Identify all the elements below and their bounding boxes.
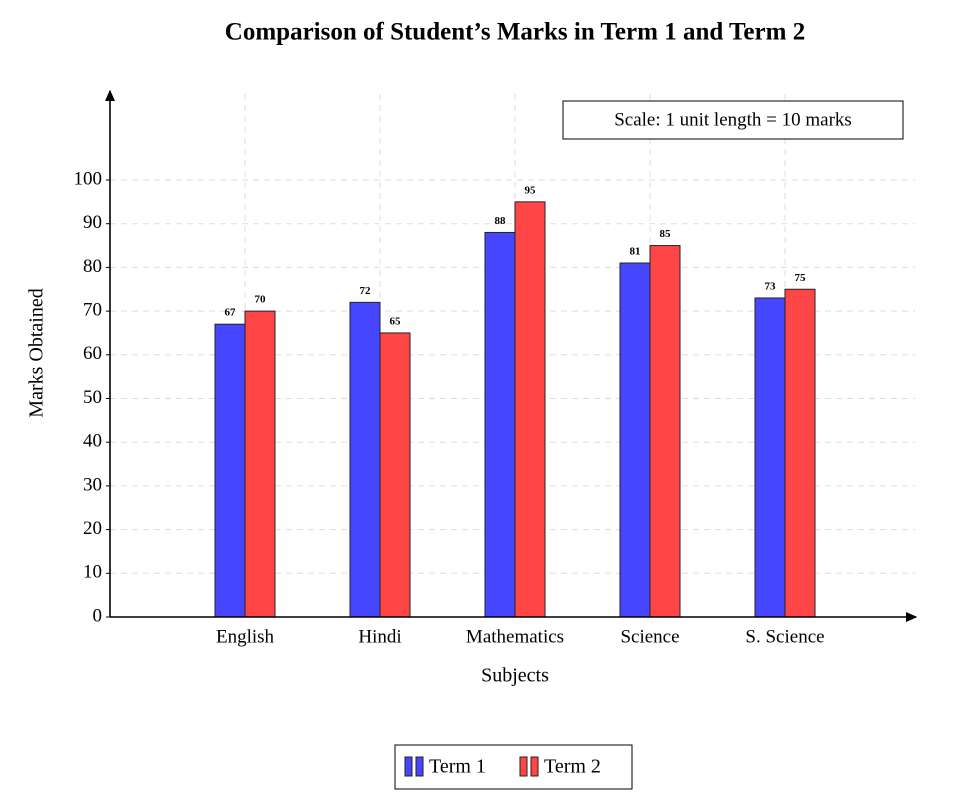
x-tick-label: English bbox=[216, 626, 275, 647]
y-tick-label: 40 bbox=[83, 431, 102, 452]
y-tick-label: 10 bbox=[83, 562, 102, 583]
data-label: 95 bbox=[525, 184, 537, 196]
data-label: 85 bbox=[660, 228, 672, 240]
bar bbox=[754, 297, 786, 618]
legend-box bbox=[394, 744, 633, 790]
bar bbox=[649, 245, 681, 618]
bar bbox=[244, 310, 276, 618]
y-tick-label: 100 bbox=[74, 168, 103, 189]
y-tick-label: 70 bbox=[83, 299, 102, 320]
legend-swatch bbox=[404, 756, 413, 777]
data-label: 73 bbox=[765, 281, 777, 293]
bar bbox=[349, 301, 381, 618]
legend-label: Term 2 bbox=[544, 756, 601, 778]
x-tick-label: Science bbox=[620, 626, 679, 647]
y-tick-label: 60 bbox=[83, 343, 102, 364]
bar bbox=[784, 288, 816, 618]
y-tick-label: 0 bbox=[93, 605, 103, 626]
y-tick-label: 30 bbox=[83, 474, 102, 495]
data-label: 70 bbox=[255, 294, 267, 306]
data-label: 88 bbox=[495, 215, 507, 227]
annotation: Scale: 1 unit length = 10 marks bbox=[614, 109, 852, 130]
x-tick-label: Hindi bbox=[358, 626, 401, 647]
data-label: 72 bbox=[360, 285, 372, 297]
data-label: 65 bbox=[390, 315, 402, 327]
data-label: 75 bbox=[795, 272, 807, 284]
bar bbox=[379, 332, 411, 618]
bars bbox=[214, 201, 816, 618]
y-tick-label: 90 bbox=[83, 212, 102, 233]
legend: Term 1 Term 2 bbox=[394, 744, 633, 790]
x-tick-label: S. Science bbox=[745, 626, 824, 647]
y-tick-label: 50 bbox=[83, 387, 102, 408]
chart-title: Comparison of Student’s Marks in Term 1 … bbox=[225, 19, 805, 46]
y-tick-label: 80 bbox=[83, 256, 102, 277]
bar bbox=[514, 201, 546, 618]
legend-swatch bbox=[519, 756, 528, 777]
y-tick-label: 20 bbox=[83, 518, 102, 539]
bar bbox=[214, 323, 246, 618]
data-label: 81 bbox=[630, 246, 641, 258]
data-label: 67 bbox=[225, 307, 237, 319]
legend-swatch bbox=[530, 756, 539, 777]
legend-swatch bbox=[415, 756, 424, 777]
bar bbox=[484, 231, 516, 618]
legend-label: Term 1 bbox=[429, 756, 486, 778]
annotation-box bbox=[562, 100, 904, 140]
x-axis-label: Subjects bbox=[481, 665, 549, 687]
y-axis-label: Marks Obtained bbox=[26, 288, 48, 417]
x-tick-label: Mathematics bbox=[466, 626, 564, 647]
bar bbox=[619, 262, 651, 618]
